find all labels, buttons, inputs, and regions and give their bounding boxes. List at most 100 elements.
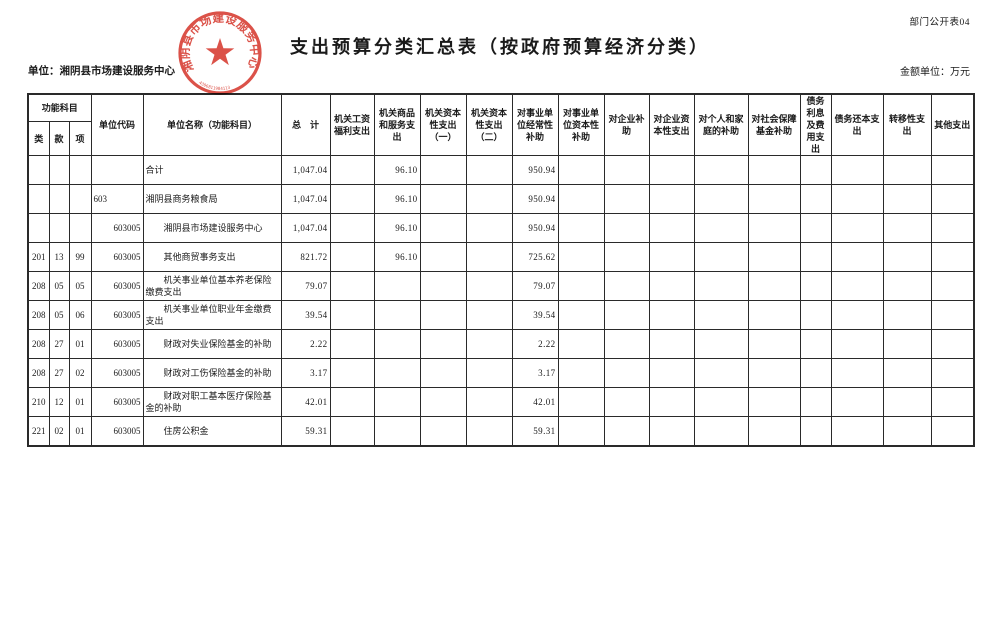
cell-econ-7 — [648, 416, 695, 446]
cell-econ-9 — [747, 329, 801, 359]
cell-func-section — [48, 213, 70, 243]
cell-econ-13 — [930, 155, 975, 185]
cell-econ-9 — [747, 242, 801, 272]
cell-econ-13 — [930, 213, 975, 243]
cell-econ-6 — [603, 213, 650, 243]
cell-func-section: 13 — [48, 242, 70, 272]
cell-unit-name: 湘阴县商务粮食局 — [142, 184, 282, 214]
cell-econ-5 — [557, 155, 605, 185]
column-header-econ-1: 机关商品和服务支出 — [373, 93, 421, 156]
column-header-econ-2: 机关资本性支出（一） — [419, 93, 467, 156]
cell-econ-3 — [465, 271, 513, 301]
cell-unit-code — [90, 155, 144, 185]
column-header-unit-code: 单位代码 — [90, 93, 144, 156]
cell-econ-3 — [465, 242, 513, 272]
cell-econ-2 — [419, 329, 467, 359]
cell-econ-5 — [557, 242, 605, 272]
cell-econ-0 — [329, 184, 375, 214]
doc-number: 部门公开表04 — [909, 18, 970, 28]
cell-econ-12 — [882, 184, 932, 214]
cell-econ-3 — [465, 329, 513, 359]
cell-econ-4: 950.94 — [511, 184, 559, 214]
cell-econ-2 — [419, 155, 467, 185]
cell-func-section: 27 — [48, 358, 70, 388]
cell-func-item — [68, 155, 92, 185]
cell-total: 821.72 — [280, 242, 331, 272]
cell-unit-code: 603005 — [90, 387, 144, 417]
cell-econ-11 — [830, 184, 884, 214]
cell-econ-11 — [830, 416, 884, 446]
cell-econ-5 — [557, 300, 605, 330]
cell-func-item: 01 — [68, 329, 92, 359]
cell-unit-name: 机关事业单位职业年金缴费支出 — [142, 300, 282, 330]
cell-econ-6 — [603, 300, 650, 330]
cell-econ-8 — [693, 242, 749, 272]
cell-econ-9 — [747, 300, 801, 330]
cell-econ-13 — [930, 416, 975, 446]
cell-func-section — [48, 155, 70, 185]
table-row: 603005 湘阴县市场建设服务中心 1,047.04 96.10 950.94 — [27, 213, 975, 243]
cell-econ-7 — [648, 329, 695, 359]
cell-econ-0 — [329, 416, 375, 446]
table-row: 603 湘阴县商务粮食局 1,047.04 96.10 950.94 — [27, 184, 975, 214]
cell-func-class — [27, 213, 50, 243]
cell-econ-8 — [693, 300, 749, 330]
cell-econ-11 — [830, 387, 884, 417]
cell-unit-code: 603005 — [90, 329, 144, 359]
cell-econ-4: 39.54 — [511, 300, 559, 330]
cell-econ-4: 79.07 — [511, 271, 559, 301]
cell-econ-10 — [799, 155, 832, 185]
cell-econ-10 — [799, 184, 832, 214]
column-header-econ-12: 转移性支出 — [882, 93, 932, 156]
cell-total: 39.54 — [280, 300, 331, 330]
cell-econ-7 — [648, 242, 695, 272]
cell-econ-1 — [373, 271, 421, 301]
table-row: 208 05 06 603005 机关事业单位职业年金缴费支出 39.54 39.54 — [27, 300, 975, 330]
cell-econ-7 — [648, 213, 695, 243]
cell-econ-11 — [830, 358, 884, 388]
cell-econ-13 — [930, 329, 975, 359]
cell-econ-6 — [603, 416, 650, 446]
cell-econ-10 — [799, 387, 832, 417]
cell-econ-2 — [419, 184, 467, 214]
column-header-total: 总 计 — [280, 93, 331, 156]
cell-econ-8 — [693, 329, 749, 359]
cell-econ-8 — [693, 416, 749, 446]
cell-func-item: 01 — [68, 416, 92, 446]
cell-func-item — [68, 213, 92, 243]
cell-total: 1,047.04 — [280, 155, 331, 185]
cell-econ-6 — [603, 271, 650, 301]
cell-econ-1 — [373, 358, 421, 388]
cell-func-item: 02 — [68, 358, 92, 388]
table-row: 221 02 01 603005 住房公积金 59.31 59.31 — [27, 416, 975, 446]
cell-unit-name: 合计 — [142, 155, 282, 185]
cell-econ-7 — [648, 184, 695, 214]
column-header-econ-5: 对事业单位资本性补助 — [557, 93, 605, 156]
cell-econ-2 — [419, 358, 467, 388]
column-header-econ-3: 机关资本性支出（二） — [465, 93, 513, 156]
cell-econ-11 — [830, 155, 884, 185]
cell-econ-5 — [557, 416, 605, 446]
cell-func-class: 201 — [27, 242, 50, 272]
cell-econ-0 — [329, 213, 375, 243]
cell-econ-2 — [419, 300, 467, 330]
cell-total: 3.17 — [280, 358, 331, 388]
cell-econ-9 — [747, 271, 801, 301]
cell-func-class: 221 — [27, 416, 50, 446]
cell-econ-11 — [830, 242, 884, 272]
cell-econ-6 — [603, 329, 650, 359]
cell-econ-8 — [693, 213, 749, 243]
cell-econ-13 — [930, 271, 975, 301]
cell-econ-8 — [693, 387, 749, 417]
table-row: 210 12 01 603005 财政对职工基本医疗保险基金的补助 42.01 42.01 — [27, 387, 975, 417]
cell-unit-name: 其他商贸事务支出 — [142, 242, 282, 272]
cell-econ-9 — [747, 387, 801, 417]
cell-unit-code: 603005 — [90, 271, 144, 301]
cell-func-section: 05 — [48, 300, 70, 330]
cell-econ-1: 96.10 — [373, 242, 421, 272]
cell-econ-0 — [329, 300, 375, 330]
cell-total: 59.31 — [280, 416, 331, 446]
cell-func-item: 01 — [68, 387, 92, 417]
cell-econ-1 — [373, 416, 421, 446]
cell-total: 1,047.04 — [280, 184, 331, 214]
